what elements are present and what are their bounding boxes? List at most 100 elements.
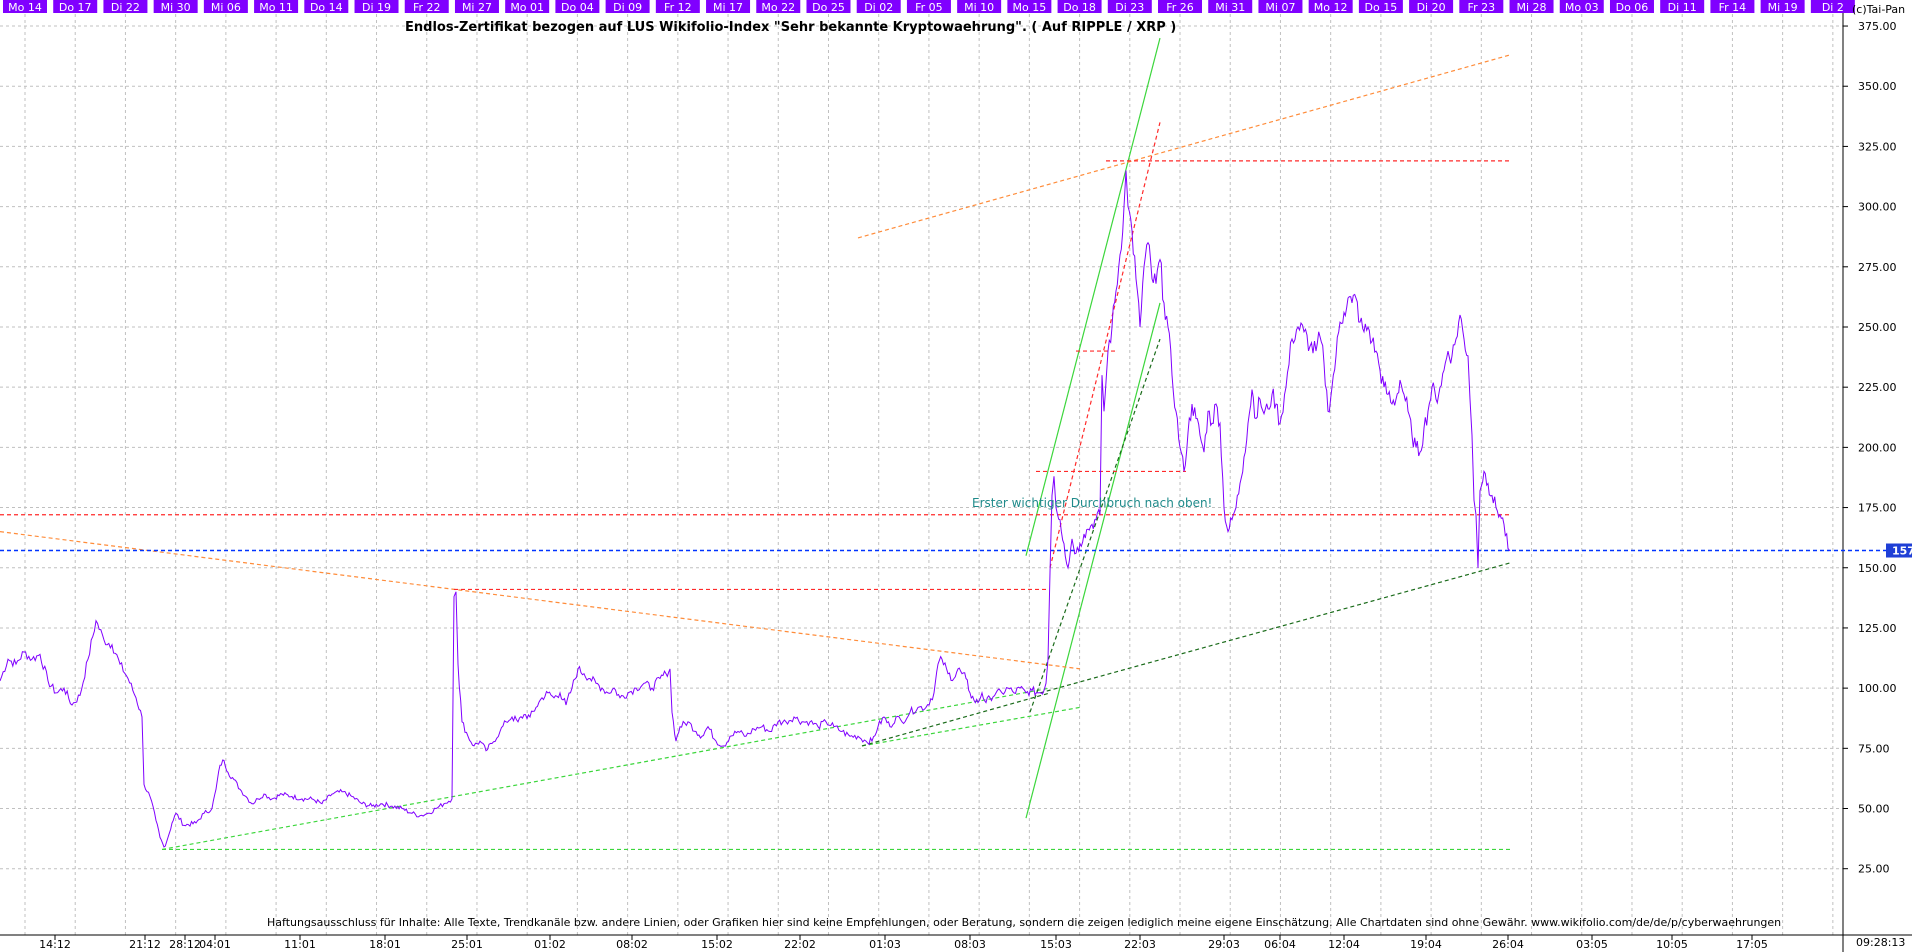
top-day-label-bg xyxy=(756,0,801,13)
x-tick-label: 04:01 xyxy=(199,938,231,951)
top-day-label: Di 23 xyxy=(1115,1,1144,14)
y-tick-label: 125.00 xyxy=(1858,622,1897,635)
x-tick-label: 17:05 xyxy=(1736,938,1768,951)
y-tick-label: 250.00 xyxy=(1858,321,1897,334)
x-tick-label: 11:01 xyxy=(284,938,316,951)
top-day-label-bg xyxy=(354,0,399,13)
top-day-label-bg xyxy=(1660,0,1705,13)
x-tick-label: 22:02 xyxy=(784,938,816,951)
x-tick-label: 22:03 xyxy=(1124,938,1156,951)
top-day-label-bg xyxy=(1459,0,1504,13)
y-tick-label: 300.00 xyxy=(1858,201,1897,214)
x-tick-label: 18:01 xyxy=(369,938,401,951)
trend-line xyxy=(857,54,1511,239)
y-tick-label: 350.00 xyxy=(1858,80,1897,93)
trend-line xyxy=(1025,302,1161,819)
top-day-label-bg xyxy=(1158,0,1203,13)
x-tick-label: 15:02 xyxy=(701,938,733,951)
top-day-label: Do 15 xyxy=(1365,1,1398,14)
x-tick-label: 01:03 xyxy=(869,938,901,951)
top-day-label-bg xyxy=(906,0,951,13)
last-price-label: 157.16 xyxy=(1892,545,1912,558)
top-day-label: Mo 01 xyxy=(510,1,544,14)
price-series-line xyxy=(0,170,1511,848)
x-tick-label: 29:03 xyxy=(1208,938,1240,951)
top-day-label: Mi 28 xyxy=(1517,1,1547,14)
top-day-label-bg xyxy=(806,0,851,13)
trend-line xyxy=(1029,338,1161,713)
x-tick-label: 08:02 xyxy=(616,938,648,951)
top-day-label-bg xyxy=(454,0,499,13)
series-layer xyxy=(0,170,1511,848)
top-day-label-bg xyxy=(254,0,299,13)
x-tick-label: 03:05 xyxy=(1576,938,1608,951)
y-tick-label: 75.00 xyxy=(1858,742,1890,755)
top-day-label: Di 02 xyxy=(864,1,893,14)
top-day-label-bg xyxy=(103,0,148,13)
y-axis: 25.00 50.00 75.00 100.00 125.00 150.00 175.00 2… xyxy=(1843,20,1897,876)
top-day-label-bg xyxy=(605,0,650,13)
top-day-label: Mi 19 xyxy=(1768,1,1798,14)
trend-line xyxy=(161,687,1051,851)
disclaimer-text: Haftungsausschluss für Inhalte: Alle Tex… xyxy=(267,916,1781,929)
top-day-label-bg xyxy=(1710,0,1755,13)
last-price-badge xyxy=(1886,543,1912,558)
top-day-label: Mi 17 xyxy=(713,1,743,14)
top-day-label: Mi 10 xyxy=(964,1,994,14)
x-tick-label: 15:03 xyxy=(1040,938,1072,951)
top-day-label: Do 17 xyxy=(59,1,92,14)
x-tick-label: 10:05 xyxy=(1656,938,1688,951)
top-day-label-bg xyxy=(3,0,47,13)
top-day-label: Di 2 xyxy=(1822,1,1844,14)
top-day-label: Mi 27 xyxy=(462,1,492,14)
top-day-label-bg xyxy=(655,0,700,13)
top-day-label: Do 18 xyxy=(1063,1,1096,14)
x-tick-label: 08:03 xyxy=(954,938,986,951)
trend-line xyxy=(861,706,1081,747)
top-day-label-bg xyxy=(203,0,248,13)
breakout-annotation: Erster wichtiger Durchbruch nach oben! xyxy=(972,496,1212,510)
x-tick-label: 26:04 xyxy=(1492,938,1524,951)
top-day-label-bg xyxy=(1609,0,1654,13)
y-tick-label: 175.00 xyxy=(1858,502,1897,515)
top-day-label: Mi 07 xyxy=(1265,1,1295,14)
x-tick-label: 28:12 xyxy=(169,938,201,951)
top-day-label-bg xyxy=(1107,0,1152,13)
top-day-label: Fr 12 xyxy=(664,1,692,14)
top-day-label-bg xyxy=(1007,0,1052,13)
y-tick-label: 325.00 xyxy=(1858,140,1897,153)
top-day-label-bg xyxy=(555,0,600,13)
top-day-label-bg xyxy=(856,0,901,13)
top-day-label-bg xyxy=(1810,0,1855,13)
top-day-label: Mo 14 xyxy=(8,1,42,14)
trend-line xyxy=(861,692,1051,747)
top-day-label: Do 06 xyxy=(1616,1,1649,14)
x-tick-label: 21:12 xyxy=(129,938,161,951)
top-day-label: Fr 26 xyxy=(1166,1,1194,14)
top-day-label: Mo 22 xyxy=(761,1,795,14)
copyright-label: (c)Tai-Pan xyxy=(1852,3,1905,16)
x-tick-label: 25:01 xyxy=(451,938,483,951)
y-tick-label: 200.00 xyxy=(1858,441,1897,454)
top-day-label: Mo 15 xyxy=(1013,1,1047,14)
trend-line xyxy=(1039,562,1511,694)
top-day-label: Mo 12 xyxy=(1314,1,1348,14)
y-tick-label: 25.00 xyxy=(1858,863,1890,876)
top-day-label-bg xyxy=(1760,0,1805,13)
time-label: 09:28:13 xyxy=(1856,936,1905,949)
top-day-label: Fr 14 xyxy=(1719,1,1747,14)
top-day-label: Di 11 xyxy=(1668,1,1697,14)
top-day-label-bg xyxy=(53,0,98,13)
top-day-label: Do 25 xyxy=(812,1,845,14)
top-day-label: Mo 03 xyxy=(1565,1,1599,14)
y-tick-label: 275.00 xyxy=(1858,261,1897,274)
top-day-label-bg xyxy=(153,0,198,13)
top-day-label: Di 22 xyxy=(111,1,140,14)
top-day-label: Di 20 xyxy=(1417,1,1446,14)
x-tick-label: 14:12 xyxy=(39,938,71,951)
top-day-label: Di 19 xyxy=(362,1,391,14)
